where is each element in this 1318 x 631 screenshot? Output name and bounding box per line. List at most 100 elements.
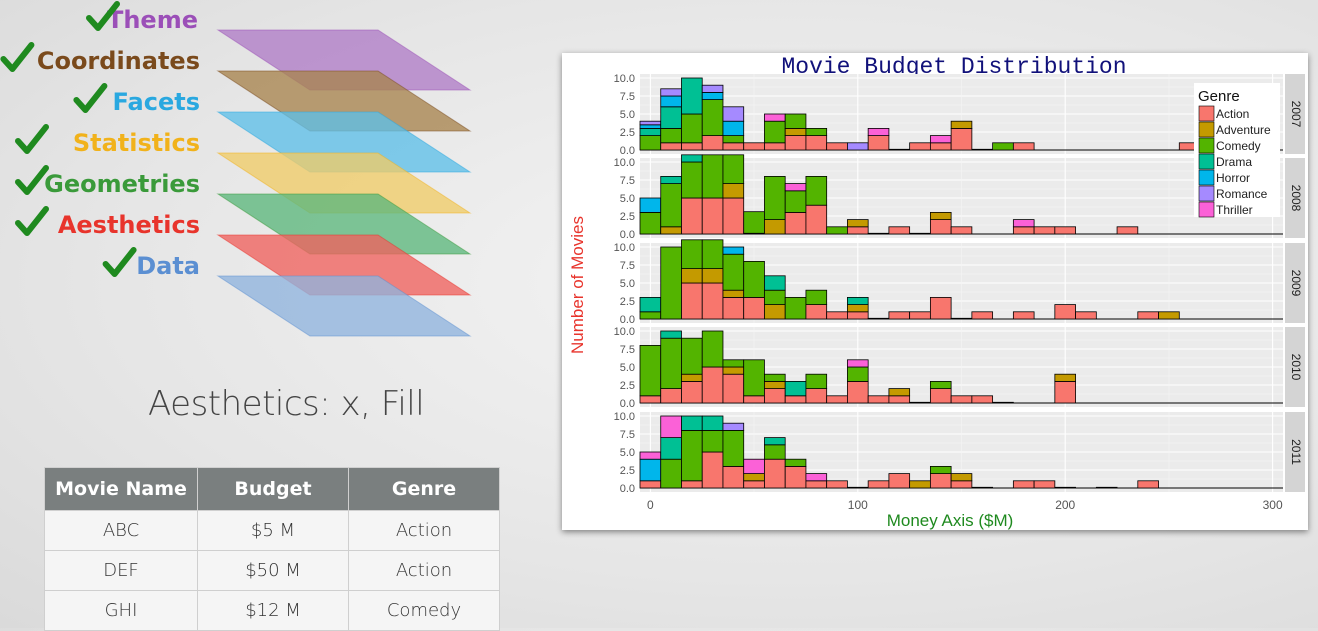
bar-segment-action [805, 204, 828, 235]
bar-segment-action [1012, 480, 1035, 489]
bar-segment-comedy [847, 366, 869, 382]
bar-segment-action [950, 128, 973, 151]
grammar-layers-diagram: Theme Coordinates Facets Statistics Geometri… [0, 1, 472, 337]
bar-segment-action [867, 317, 890, 320]
bar-segment-comedy [784, 296, 807, 320]
bar-segment-action [1033, 480, 1056, 489]
bar-segment-action [722, 373, 745, 404]
bar-segment-action [888, 311, 911, 320]
legend-swatch-horror [1198, 169, 1215, 186]
bar-segment-action [888, 395, 911, 404]
x-tick-label: 300 [1263, 498, 1283, 512]
bar-segment-action [826, 311, 848, 320]
bar-segment-action [950, 226, 973, 235]
layer-label-aesthetics: Aesthetics [58, 211, 200, 239]
bar-segment-comedy [929, 380, 952, 389]
y-tick-label: 5.0 [620, 278, 635, 290]
x-tick-label: 100 [848, 498, 868, 512]
bar-segment-action [722, 142, 745, 151]
legend-label-romance: Romance [1216, 187, 1268, 201]
bar-segment-action [660, 388, 682, 404]
bar-segment-drama [764, 437, 786, 446]
y-tick-label: 5.0 [620, 362, 635, 374]
bar-segment-thriller [639, 451, 662, 460]
bar-segment-comedy [681, 113, 703, 144]
header-budget: Budget [197, 467, 349, 511]
legend-label-action: Action [1216, 107, 1249, 121]
bar-segment-comedy [701, 330, 724, 368]
legend-swatch-adventure [1198, 121, 1215, 138]
y-tick-label: 2.5 [620, 465, 635, 477]
layer-plane-geometries [216, 193, 472, 255]
bar-segment-drama [764, 275, 786, 291]
y-tick-label: 0.0 [620, 145, 635, 157]
bar-segment-action [681, 197, 703, 235]
bar-segment-action [701, 197, 724, 235]
legend-label-thriller: Thriller [1216, 203, 1253, 217]
layer-label-coordinates: Coordinates [37, 47, 200, 75]
bar-segment-action [743, 142, 765, 151]
bar-segment-comedy [743, 211, 765, 234]
bar-segment-horror [639, 197, 662, 213]
bar-segment-action [805, 304, 828, 320]
bar-segment-action [867, 480, 890, 489]
y-tick-label: 5.0 [620, 109, 635, 121]
bar-segment-action [909, 401, 931, 404]
bar-segment-action [1033, 226, 1056, 235]
bar-segment-horror [660, 95, 682, 108]
cell-genre: Action [348, 550, 500, 591]
bar-segment-comedy [764, 373, 786, 382]
chart-card: Movie Budget Distribution 2007 0.0 2.5 5.0 7.… [562, 53, 1308, 530]
bar-segment-action [639, 480, 662, 489]
bar-segment-drama [681, 77, 703, 115]
bar-segment-thriller [805, 473, 828, 482]
bar-segment-action [639, 395, 662, 404]
check-icon [15, 124, 49, 154]
check-icon [73, 83, 108, 113]
bar-segment-drama [701, 415, 724, 431]
table-row: ABC $5 M Action [44, 510, 500, 551]
bar-segment-comedy [660, 246, 682, 320]
layer-plane-facets [216, 111, 472, 173]
bar-segment-action [847, 486, 869, 489]
bar-segment-action [971, 395, 994, 404]
bar-segment-comedy [701, 239, 724, 270]
bar-segment-comedy [805, 289, 828, 305]
facet-panel-2011: 2011 0.0 2.5 5.0 7.5 10.0 [614, 411, 1305, 495]
facet-strip-label: 2008 [1289, 185, 1303, 212]
x-tick-label: 200 [1055, 498, 1075, 512]
bar-segment-comedy [681, 429, 703, 482]
bar-segment-drama [681, 154, 703, 163]
bar-segment-action [867, 232, 890, 235]
layer-plane-statistics [216, 152, 472, 214]
bar-segment-comedy [722, 429, 745, 467]
cell-movie-name: ABC [44, 510, 198, 551]
bar-segment-romance [722, 106, 745, 122]
bar-segment-thriller [784, 183, 807, 192]
bar-segment-action [701, 366, 724, 404]
bar-segment-comedy [826, 226, 848, 235]
bar-segment-thriller [660, 415, 682, 439]
bar-segment-action [681, 380, 703, 404]
bar-segment-action [1054, 304, 1076, 320]
cell-budget: $12 M [197, 590, 349, 631]
bar-segment-comedy [639, 311, 662, 320]
bar-segment-comedy [639, 211, 662, 235]
movie-table: Movie Name Budget Genre ABC $5 M Action … [44, 467, 500, 631]
bar-segment-adventure [888, 388, 911, 397]
bar-segment-action [929, 219, 952, 235]
bar-segment-comedy [681, 239, 703, 270]
bar-segment-action [909, 232, 931, 235]
chart-legend: Genre Action Adventure Comedy Drama Horror Rom… [1194, 83, 1280, 218]
bar-segment-action [826, 142, 848, 151]
header-movie-name: Movie Name [44, 467, 198, 511]
bar-segment-comedy [660, 458, 682, 489]
bar-segment-comedy [784, 113, 807, 129]
check-icon [102, 247, 137, 277]
header-genre: Genre [348, 467, 500, 511]
bar-segment-action [660, 142, 682, 151]
cell-budget: $50 M [197, 550, 349, 591]
bar-segment-action [805, 388, 828, 404]
check-icon [15, 206, 49, 236]
bar-segment-action [826, 480, 848, 489]
